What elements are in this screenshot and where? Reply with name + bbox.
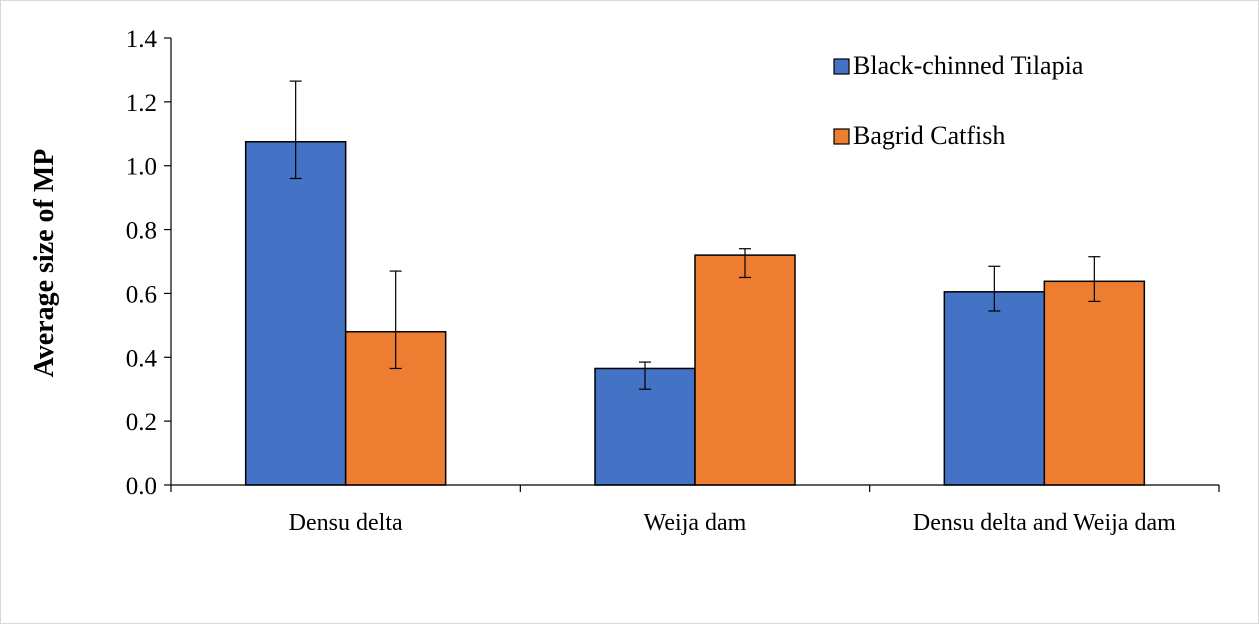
x-category-label: Densu delta and Weija dam: [913, 510, 1176, 536]
y-tick-label: 1.0: [126, 154, 157, 181]
y-axis-title: Average size of MP: [29, 149, 60, 378]
bar: [1043, 280, 1146, 486]
legend-label: Black-chinned Tilapia: [853, 51, 1084, 80]
bar: [943, 291, 1046, 486]
y-tick-label: 0.2: [126, 409, 157, 436]
bar: [694, 254, 796, 486]
legend: Black-chinned Tilapia Bagrid Catfish: [833, 51, 1084, 150]
y-tick-label: 0.4: [126, 345, 158, 372]
legend-swatch: [833, 58, 850, 75]
y-tick-label: 0.8: [126, 218, 157, 245]
error-bars: [289, 80, 1101, 390]
x-category-label: Weija dam: [644, 510, 747, 536]
bars: [244, 141, 1146, 486]
x-axis: Densu delta Weija dam Densu delta and Weij…: [170, 484, 1220, 536]
y-tick-label: 0.0: [126, 473, 157, 500]
legend-label: Bagrid Catfish: [853, 121, 1005, 150]
legend-swatch: [833, 128, 850, 145]
y-axis: 0.0 0.2 0.4 0.6 0.8 1.0 1.2 1.4: [126, 26, 172, 500]
y-tick-label: 1.2: [126, 90, 157, 117]
x-category-label: Densu delta: [289, 510, 403, 536]
bar: [244, 141, 347, 486]
y-tick-label: 1.4: [126, 26, 158, 53]
y-tick-label: 0.6: [126, 281, 157, 308]
